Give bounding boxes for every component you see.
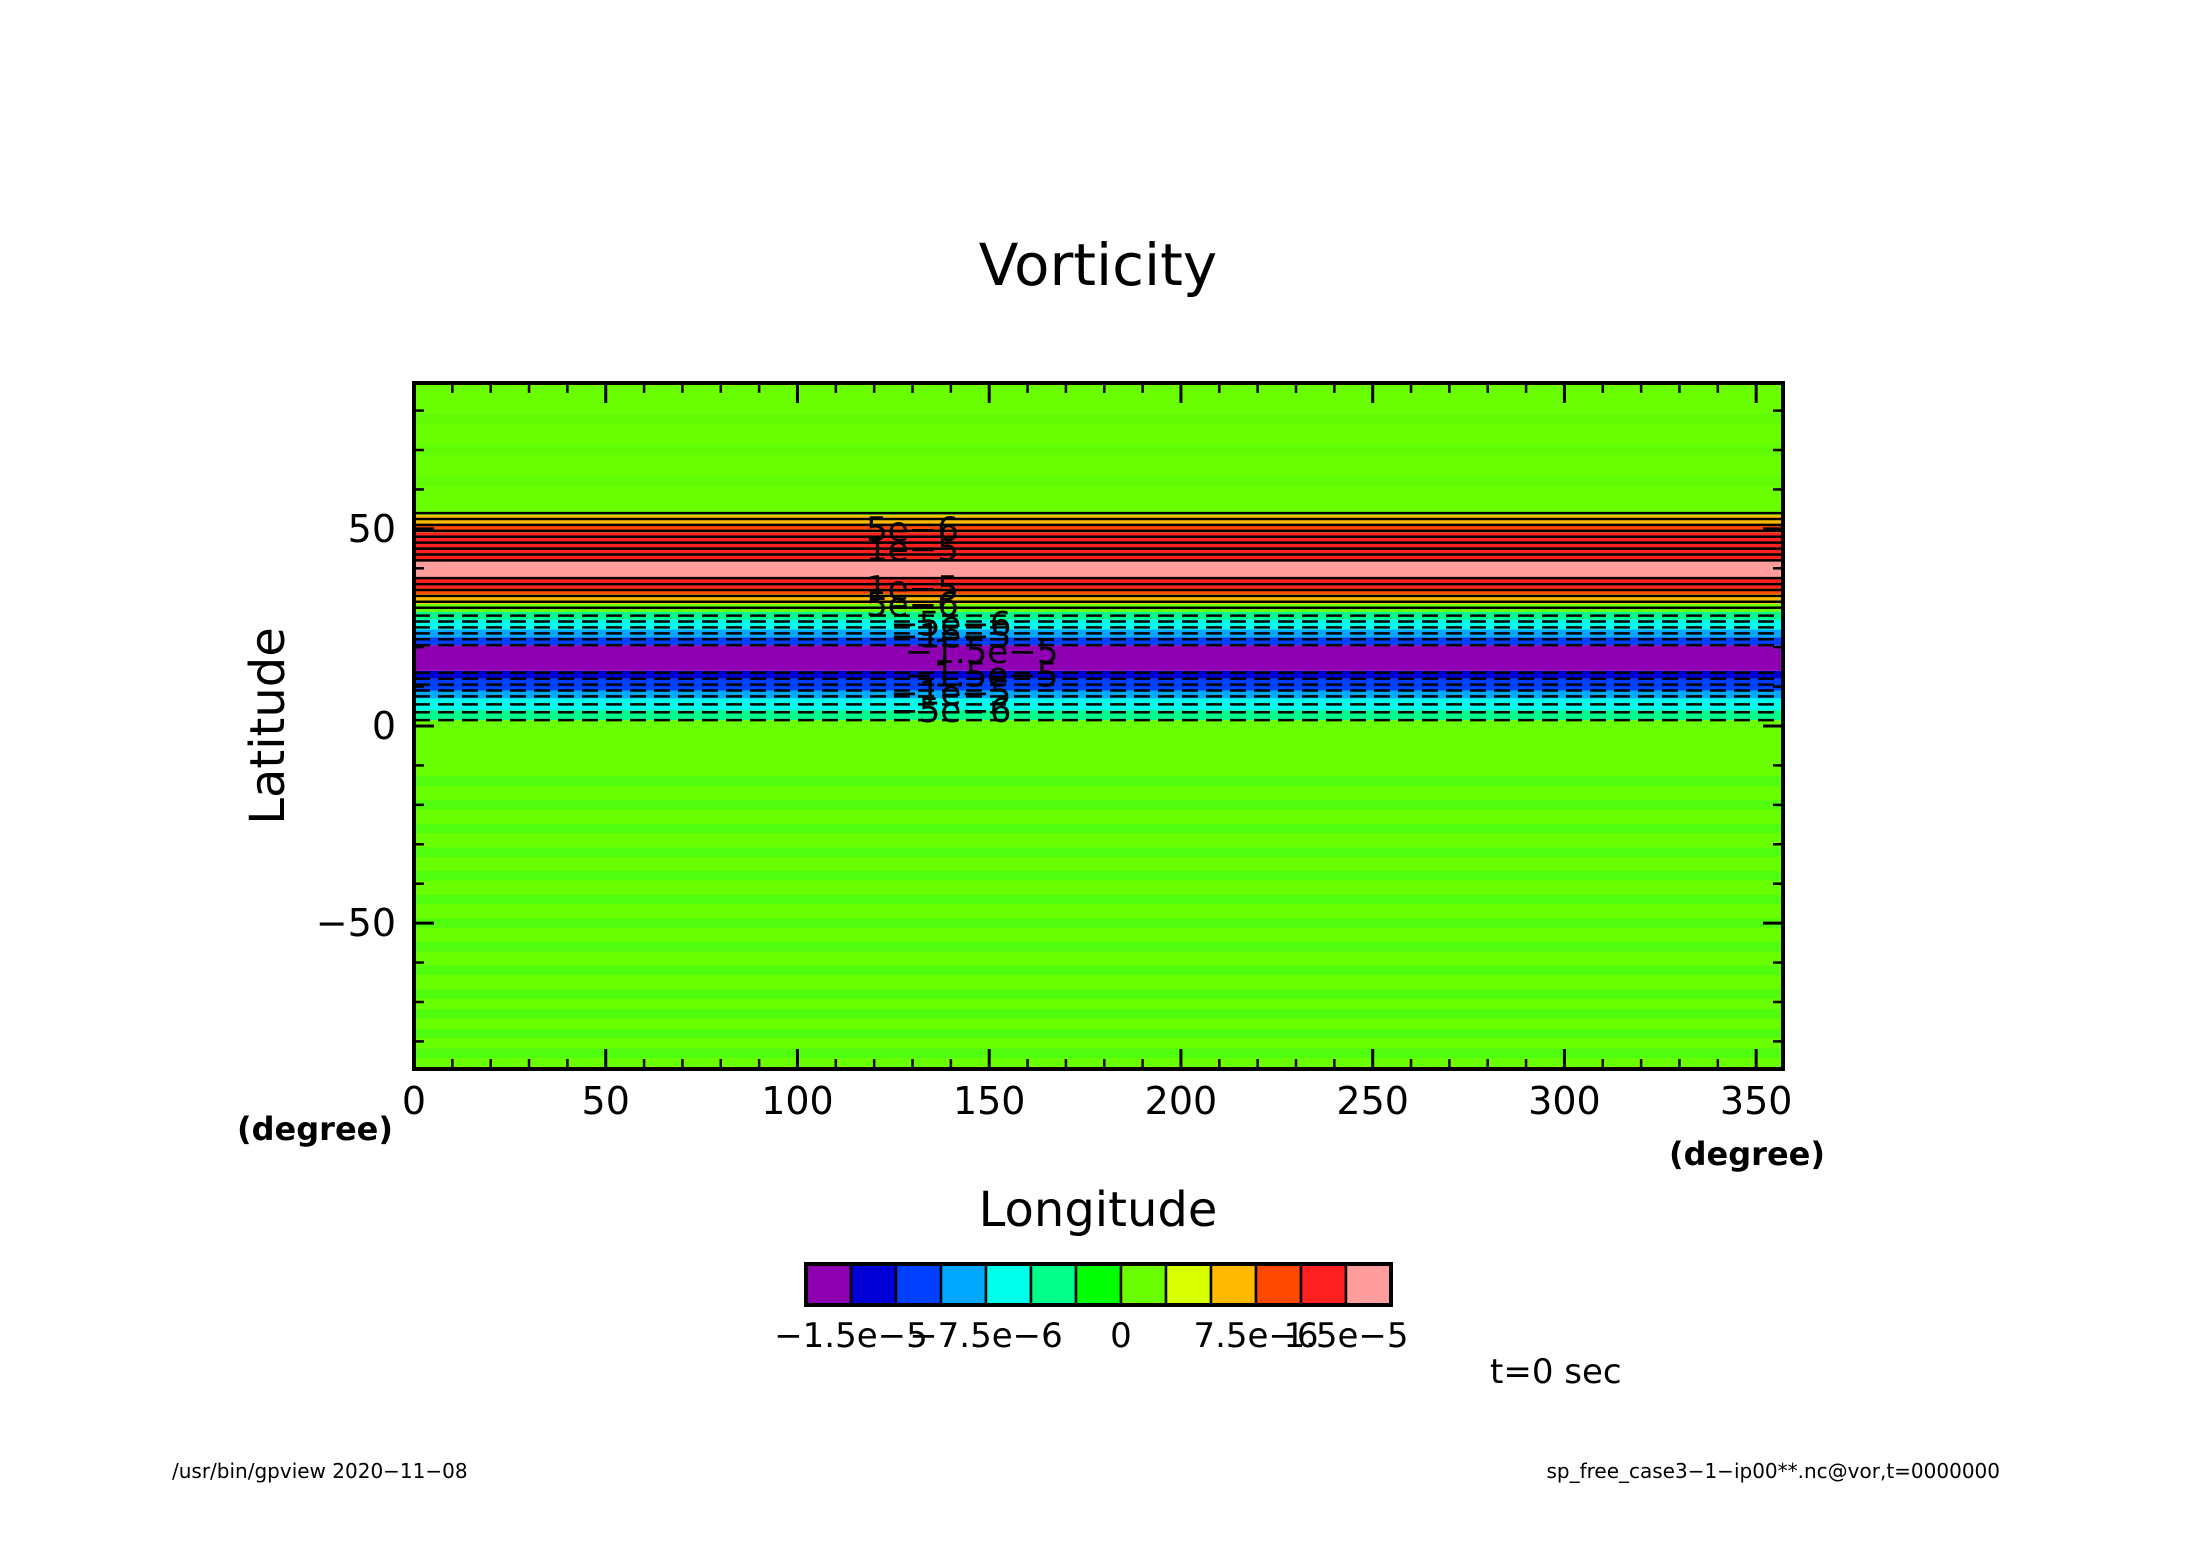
band-9 xyxy=(414,619,1783,630)
colorbar-cell-3 xyxy=(939,1262,988,1307)
stripe-0 xyxy=(414,1048,1783,1058)
colorbar-tick-label: −1.5e−5 xyxy=(774,1316,928,1356)
chart-title: Vorticity xyxy=(979,231,1217,299)
x-tick-label: 100 xyxy=(761,1079,834,1123)
x-tick-label: 0 xyxy=(402,1079,426,1123)
footer-right: sp_free_case3−1−ip00**.nc@vor,t=0000000 xyxy=(1546,1459,2000,1483)
stripe-14 xyxy=(414,445,1783,455)
contour-label-6: −1.5e−5 xyxy=(905,632,1059,672)
x-tick-label: 50 xyxy=(582,1079,630,1123)
x-tick-label: 300 xyxy=(1528,1079,1601,1123)
colorbar-tick-label: 7.5e−6 xyxy=(1193,1316,1318,1356)
stripe-5 xyxy=(414,942,1783,952)
stripe-7 xyxy=(414,894,1783,905)
contour-label-2: 1e−5 xyxy=(866,569,959,609)
contour-label-8: −1e−5 xyxy=(890,673,1011,713)
stripe-8 xyxy=(414,871,1783,881)
contour-lines xyxy=(414,511,1783,722)
contour-label-0: 5e−6 xyxy=(866,510,959,550)
stripe-4 xyxy=(414,965,1783,976)
time-annotation: t=0 sec xyxy=(1490,1352,1622,1392)
contour-label-4: −5e−6 xyxy=(890,604,1011,644)
stripe-10 xyxy=(414,823,1783,834)
contour-label-3: 5e−6 xyxy=(866,585,959,625)
colorbar-cell-9 xyxy=(1209,1262,1258,1307)
x-tick-label: 150 xyxy=(953,1079,1026,1123)
band-12 xyxy=(414,593,1783,604)
stripe-3 xyxy=(414,989,1783,999)
band-18 xyxy=(414,524,1783,533)
colorbar-cell-8 xyxy=(1164,1262,1213,1307)
colorbar-frame xyxy=(804,1262,1393,1307)
x-axis-label: Longitude xyxy=(979,1182,1218,1238)
x-unit-right: (degree) xyxy=(1669,1135,1825,1173)
contour-label-1: 1e−5 xyxy=(866,530,959,570)
colorbar-cell-0 xyxy=(804,1262,853,1307)
contour-label-5: −1e−5 xyxy=(890,616,1011,656)
y-tick-label: 50 xyxy=(348,507,396,551)
x-tick-label: 350 xyxy=(1720,1079,1793,1123)
colorbar-cell-12 xyxy=(1344,1262,1393,1307)
x-tick-label: 250 xyxy=(1336,1079,1409,1123)
vorticity-bands xyxy=(414,383,1783,1069)
y-tick-label: −50 xyxy=(316,901,396,945)
colorbar-cell-4 xyxy=(984,1262,1033,1307)
colorbar-cell-5 xyxy=(1029,1262,1078,1307)
x-tick-label: 200 xyxy=(1145,1079,1218,1123)
colorbar-cell-6 xyxy=(1074,1262,1123,1307)
band-3 xyxy=(414,690,1783,699)
band-7 xyxy=(414,637,1783,646)
x-axis-ticks: 0 50 100 150 200 250 300 350 xyxy=(402,383,1793,1123)
colorbar-cell-1 xyxy=(849,1262,898,1307)
band-1 xyxy=(414,710,1783,721)
x-unit-left: (degree) xyxy=(237,1110,393,1148)
colorbar-cell-7 xyxy=(1119,1262,1168,1307)
stripe-12 xyxy=(414,776,1783,786)
colorbar-tick-label: 1.5e−5 xyxy=(1283,1316,1408,1356)
stripe-9 xyxy=(414,847,1783,857)
band-6 xyxy=(414,645,1783,671)
band-16 xyxy=(414,542,1783,561)
y-axis-ticks: −50 0 50 xyxy=(316,409,1783,1043)
band-5 xyxy=(414,670,1783,679)
stripe-15 xyxy=(414,413,1783,424)
stripe-2 xyxy=(414,1009,1783,1019)
colorbar-labels: −1.5e−5−7.5e−6 0 7.5e−61.5e−5 xyxy=(774,1316,1408,1356)
colorbar-cell-10 xyxy=(1254,1262,1303,1307)
footer-left: /usr/bin/gpview 2020−11−08 xyxy=(172,1459,468,1483)
colorbar xyxy=(804,1262,1393,1307)
colorbar-tick-label: 0 xyxy=(1110,1316,1132,1356)
stripe-11 xyxy=(414,800,1783,810)
contour-label-7: −1.5e−5 xyxy=(905,656,1059,696)
band-15 xyxy=(414,560,1783,579)
contour-label-9: −5e−6 xyxy=(890,691,1011,731)
y-axis-label: Latitude xyxy=(240,627,296,825)
stripe-1 xyxy=(414,1028,1783,1039)
colorbar-cell-2 xyxy=(894,1262,943,1307)
contour-labels: 5e−61e−51e−55e−6−5e−6−1e−5−1.5e−5−1.5e−5… xyxy=(866,510,1058,731)
stripe-13 xyxy=(414,476,1783,487)
y-tick-label: 0 xyxy=(372,704,396,748)
stripe-6 xyxy=(414,918,1783,928)
colorbar-cell-11 xyxy=(1299,1262,1348,1307)
colorbar-tick-label: −7.5e−6 xyxy=(909,1316,1063,1356)
